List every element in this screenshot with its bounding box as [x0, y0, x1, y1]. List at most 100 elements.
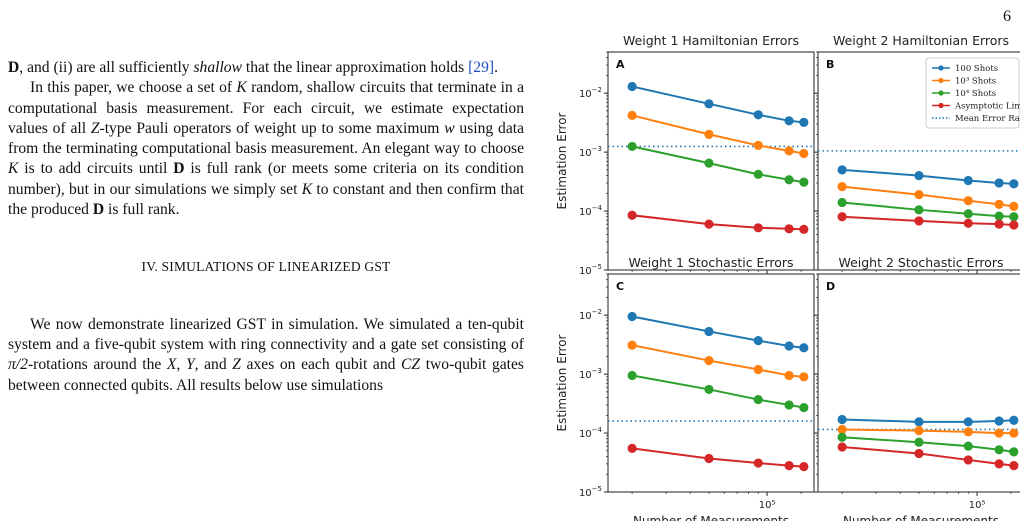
data-point	[799, 177, 809, 187]
text-run: two-qubit gates between connected qubits…	[8, 356, 525, 394]
text-run: D	[173, 160, 185, 178]
data-point	[627, 340, 637, 350]
data-point	[914, 426, 924, 436]
data-point	[799, 372, 809, 382]
data-point	[627, 210, 637, 220]
y-tick-label: 10−4	[579, 204, 603, 218]
data-point	[704, 219, 714, 229]
data-point	[1009, 461, 1019, 471]
panel-letter: A	[616, 58, 625, 71]
data-point	[799, 403, 809, 413]
data-point	[704, 355, 714, 366]
panel-frame	[817, 273, 1020, 493]
legend-label: Asymptotic Limit	[954, 102, 1020, 112]
text-run: We now demonstrate linearized GST in sim…	[8, 315, 524, 353]
text-run: D	[8, 59, 20, 76]
text-run: Z	[90, 119, 100, 137]
data-point	[837, 212, 847, 222]
panel-letter: D	[826, 280, 835, 293]
data-point	[1009, 447, 1019, 457]
legend-marker-dot	[938, 77, 944, 84]
y-tick-label: 10−2	[579, 308, 602, 322]
section-heading: IV. SIMULATIONS OF LINEARIZED GST	[141, 259, 391, 275]
paragraph-3: We now demonstrate linearized GST in sim…	[8, 315, 524, 396]
text-run: is to add circuits until	[18, 160, 174, 178]
figure-svg: Weight 1 Hamiltonian Errors A 10−5 10−4 10−3…	[555, 33, 1020, 521]
data-point	[799, 117, 809, 127]
data-point	[704, 158, 714, 168]
y-axis-label: Estimation Error	[555, 334, 569, 431]
legend-marker-dot	[938, 65, 944, 71]
data-point	[753, 458, 763, 468]
y-tick-label: 10−3	[579, 367, 602, 381]
data-point	[837, 182, 847, 192]
data-point	[1009, 201, 1019, 211]
data-point	[704, 453, 714, 464]
text-run: is full rank (or meets some criteria on …	[8, 160, 524, 198]
data-point	[837, 442, 847, 452]
y-tick-label: 10−5	[579, 485, 602, 499]
data-point	[627, 443, 637, 453]
data-point	[784, 146, 794, 156]
data-point	[704, 384, 714, 395]
data-point	[994, 219, 1004, 229]
x-tick-label: 10⁵	[969, 500, 986, 511]
data-point	[994, 416, 1004, 426]
legend: 100 Shots 10³ Shots 10⁴ Shots Asymptotic Li…	[925, 57, 1020, 129]
data-point	[1009, 428, 1019, 438]
panel-A: Weight 1 Hamiltonian Errors A 10−5 10−4 10−3…	[555, 33, 815, 277]
x-tick-label: 10⁵	[759, 500, 776, 511]
citation-link[interactable]: [29]	[468, 59, 495, 76]
data-point	[837, 414, 847, 425]
panel-title: Weight 1 Hamiltonian Errors	[623, 33, 799, 48]
panel-letter: C	[616, 280, 624, 293]
panel-B: Weight 2 Hamiltonian Errors B 100 Shots 10³…	[814, 33, 1020, 274]
data-point	[627, 311, 637, 322]
x-axis-label: Number of Measurements	[633, 514, 789, 521]
data-point	[963, 218, 973, 228]
paragraph-1: D, and (ii) are all sufficiently shallow…	[8, 58, 524, 78]
data-point	[784, 116, 794, 126]
y-tick-label: 10−2	[579, 86, 602, 100]
data-point	[994, 211, 1004, 221]
panel-title: Weight 1 Stochastic Errors	[628, 255, 793, 270]
text-run: random, shallow circuits that terminate …	[8, 79, 525, 137]
text-run: .	[494, 59, 498, 76]
data-point	[1009, 212, 1019, 222]
data-point	[963, 427, 973, 437]
y-tick-label: 10−3	[579, 145, 602, 159]
data-point	[799, 343, 809, 353]
data-point	[914, 448, 924, 459]
figure-error-plots: Weight 1 Hamiltonian Errors A 10−5 10−4 10−3…	[540, 28, 1020, 521]
text-run: -type Pauli operators of weight up to so…	[99, 119, 445, 137]
data-point	[994, 459, 1004, 469]
data-point	[914, 170, 924, 181]
text-run: D	[92, 201, 105, 219]
text-run: -rotations around the	[27, 356, 167, 374]
legend-label: 10³ Shots	[955, 77, 996, 87]
data-point	[914, 437, 924, 447]
data-point	[994, 199, 1004, 209]
data-point	[963, 209, 973, 219]
legend-marker-dot	[938, 102, 944, 109]
data-point	[784, 461, 794, 471]
data-point	[753, 140, 763, 151]
data-point	[837, 424, 847, 435]
legend-label: 10⁴ Shots	[955, 89, 996, 99]
page-number: 6	[1003, 8, 1011, 25]
legend-marker-dot	[938, 90, 944, 96]
data-point	[1009, 415, 1019, 425]
legend-label: Mean Error Rate	[955, 114, 1020, 124]
text-run: Z	[232, 356, 241, 374]
data-point	[914, 216, 924, 226]
x-axis-label: Number of Measurements	[843, 514, 999, 521]
text-run: axes on each qubit and	[240, 356, 402, 374]
text-run: CZ	[401, 356, 421, 374]
data-point	[994, 178, 1004, 188]
text-run: that the linear approximation holds	[242, 59, 469, 76]
data-point	[704, 326, 714, 337]
data-point	[784, 400, 794, 410]
text-run: to constant and then confirm that the pr…	[8, 180, 524, 219]
text-run: , and	[194, 356, 233, 374]
